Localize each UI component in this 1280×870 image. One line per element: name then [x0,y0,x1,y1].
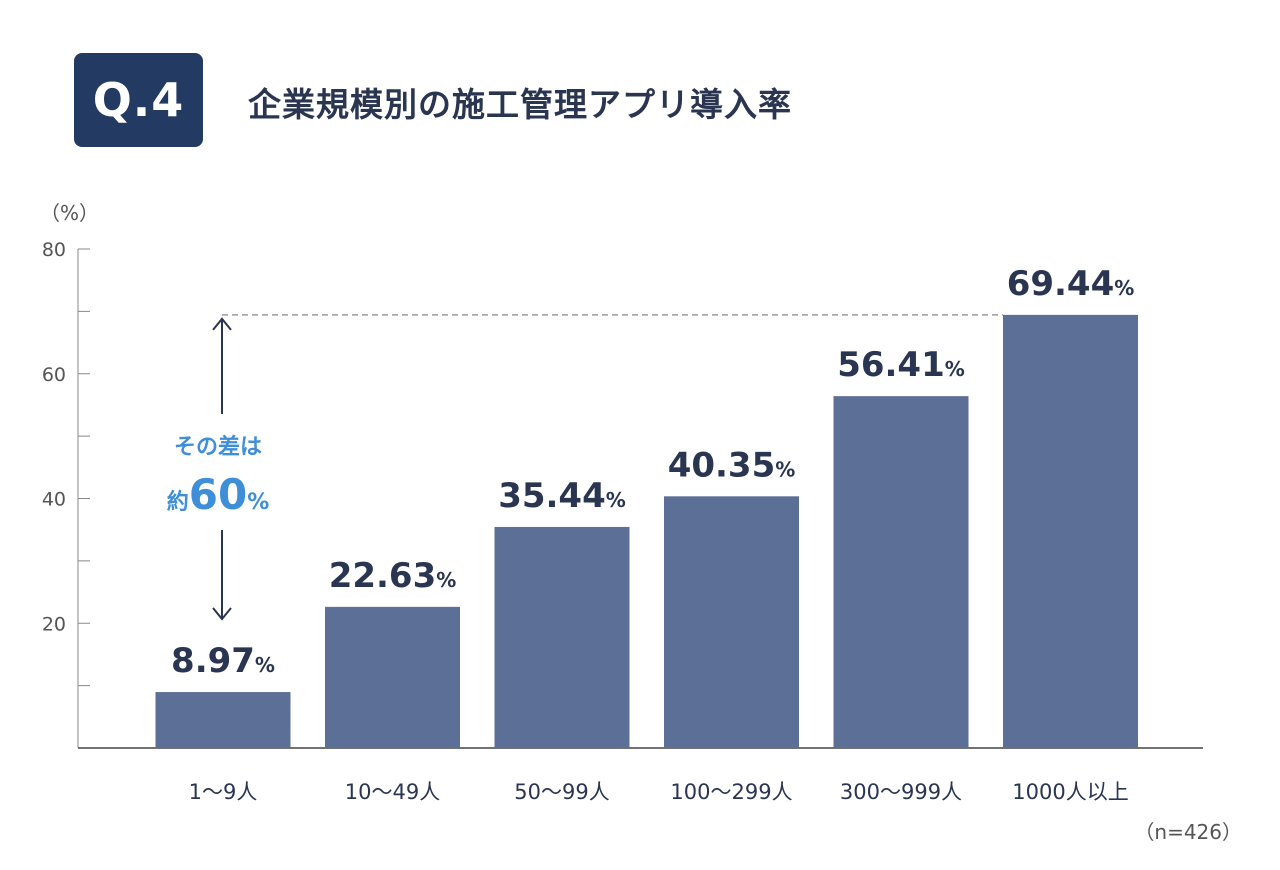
annotation-prefix: 約 [166,490,189,515]
sample-size-label: （n=426） [1134,820,1242,844]
bar [325,606,460,748]
bar-value-number: 22.63 [329,556,437,596]
arrow-head-up [212,317,232,331]
bar-value-suffix: % [255,653,275,677]
bar-value-number: 8.97 [171,641,255,681]
bar-value-suffix: % [775,457,795,481]
bar-value-suffix: % [1114,276,1134,300]
category-label: 1000人以上 [1012,780,1128,804]
bar [833,396,969,748]
bar [155,692,291,748]
y-tick-label: 80 [42,239,66,261]
bar-value-label: 22.63% [329,556,457,596]
bar [1003,314,1138,748]
bar [664,496,799,748]
bar-value-number: 40.35 [668,445,776,485]
bar-value-number: 35.44 [498,476,606,516]
bar-value-label: 56.41% [837,345,965,385]
chart-title: 企業規模別の施工管理アプリ導入率 [248,85,792,124]
bar-value-label: 69.44% [1007,264,1135,304]
category-label: 50～99人 [514,780,609,804]
annotation-line1: その差は [173,435,262,460]
y-tick-label: 60 [42,364,66,386]
annotation-line2: 約60% [148,470,288,519]
annotation-suffix: % [247,490,270,515]
y-tick-label: 40 [42,489,66,511]
bar [494,526,630,748]
category-label: 1～9人 [189,780,258,804]
category-label: 300～999人 [840,780,962,804]
bar-value-suffix: % [436,568,456,592]
bar-value-suffix: % [945,357,965,381]
y-tick-label: 20 [42,613,66,635]
bar-value-number: 56.41 [837,345,945,385]
category-label: 10～49人 [345,780,440,804]
y-axis-unit-label: （%） [40,201,100,225]
annotation-value: 60 [188,470,248,519]
bar-value-number: 69.44 [1007,264,1115,304]
question-badge: Q.4 [74,53,203,147]
bar-value-label: 8.97% [171,641,275,681]
bar-value-suffix: % [606,488,626,512]
bar-value-label: 35.44% [498,476,626,516]
bar-value-label: 40.35% [668,445,796,485]
category-label: 100～299人 [670,780,792,804]
arrow-head-down [212,607,232,621]
